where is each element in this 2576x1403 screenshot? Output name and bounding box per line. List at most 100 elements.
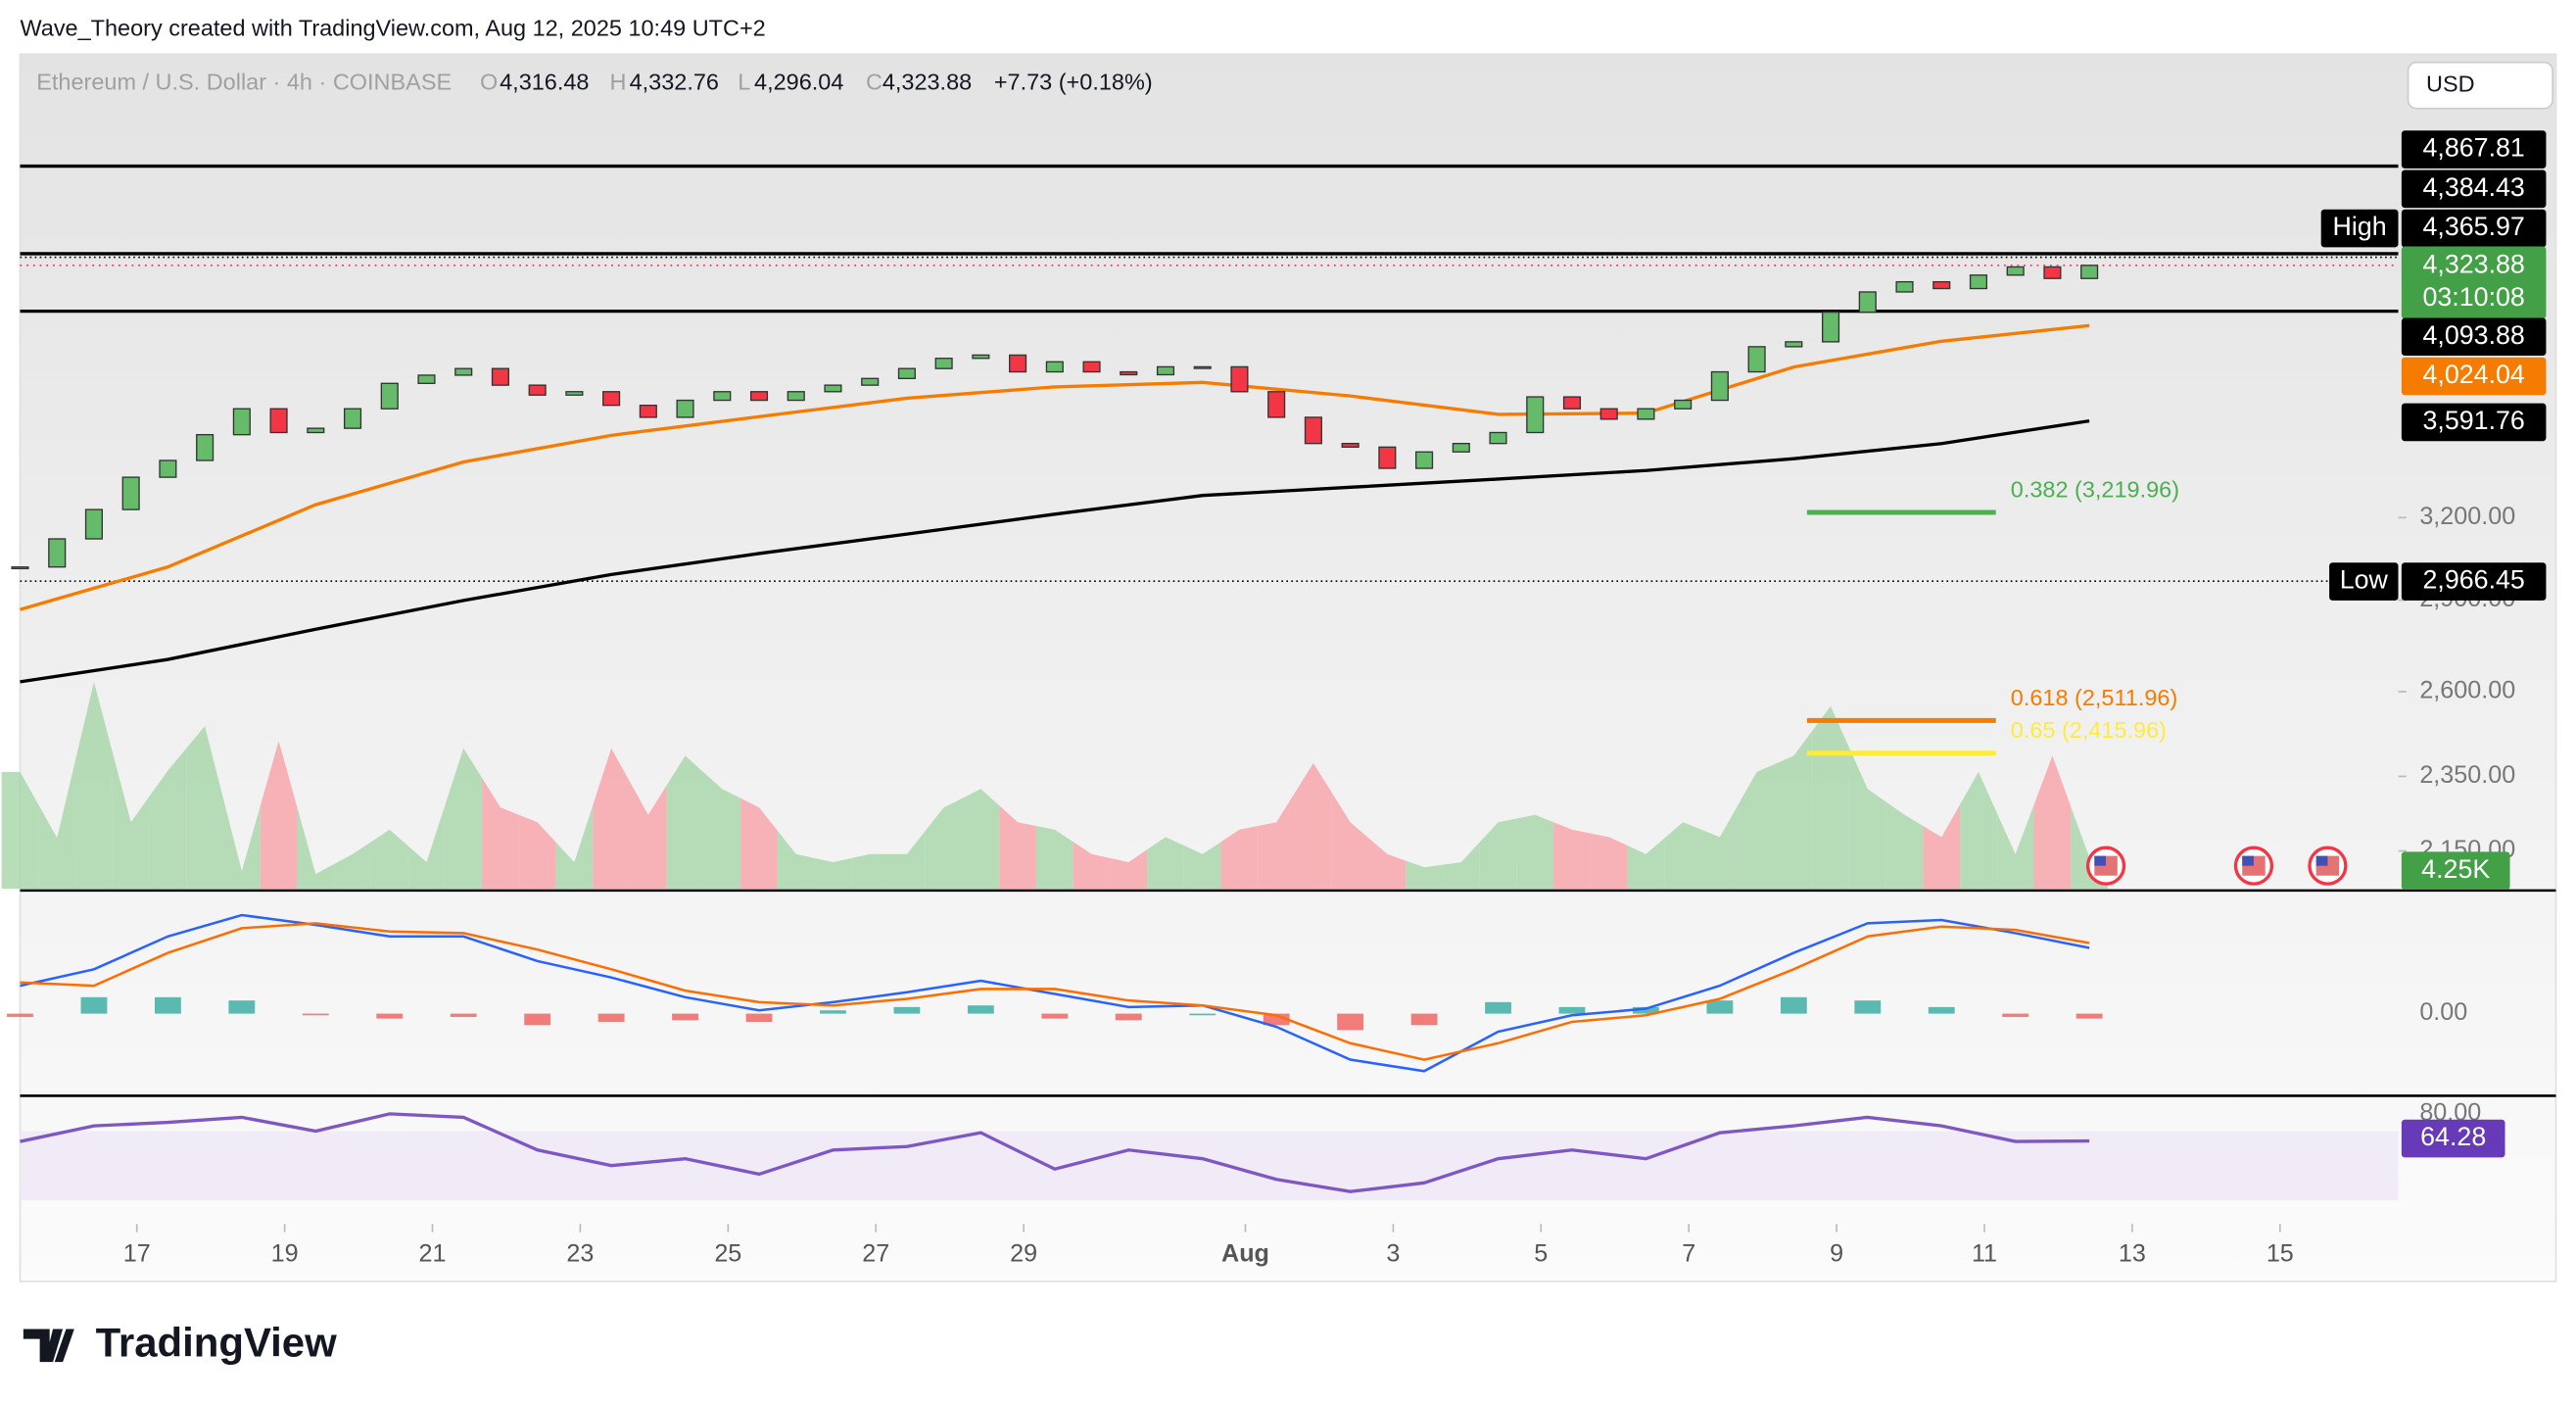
candle <box>1082 361 1101 373</box>
macd-histogram <box>2002 1013 2029 1017</box>
macd-histogram <box>376 1013 404 1019</box>
candle <box>639 405 657 418</box>
volume-area <box>703 772 741 890</box>
volume-area <box>1035 826 1073 890</box>
macd-histogram <box>745 1013 773 1022</box>
candle <box>1489 431 1507 445</box>
ohlc-key: H <box>609 70 626 95</box>
volume-area <box>1996 804 2034 890</box>
volume-area <box>1885 801 1924 890</box>
price-label: Low <box>2340 565 2389 595</box>
macd-histogram <box>228 1000 256 1014</box>
volume-area <box>593 748 630 890</box>
volume-area <box>1147 837 1184 890</box>
currency-button[interactable] <box>2407 61 2553 110</box>
currency[interactable]: USD <box>2426 71 2475 96</box>
candle <box>1932 280 1951 290</box>
macd-histogram <box>1558 1006 1586 1014</box>
candle <box>528 384 547 396</box>
volume-area <box>1516 814 1554 890</box>
fib-label: 0.382 (3,219.96) <box>2011 476 2179 502</box>
volume-area <box>222 798 261 890</box>
candle <box>48 538 67 568</box>
candle <box>1415 451 1434 469</box>
candle <box>232 408 251 436</box>
macd-tick-label: 0.00 <box>2419 998 2467 1026</box>
volume-area <box>888 830 926 890</box>
fib-label: 0.65 (2,415.96) <box>2011 717 2167 743</box>
volume-area <box>260 741 298 890</box>
volume-area <box>186 726 223 890</box>
macd-histogram <box>7 1013 33 1017</box>
x-tick-label: Aug <box>1221 1240 1269 1268</box>
macd-histogram <box>672 1013 698 1021</box>
volume-area <box>1701 804 1739 890</box>
brand: TradingView <box>96 1319 337 1365</box>
volume-area <box>1923 804 1961 890</box>
price-label: 4,867.81 <box>2422 133 2524 163</box>
x-tick-label: 23 <box>566 1240 594 1268</box>
macd-histogram <box>2075 1013 2103 1019</box>
candle <box>2043 266 2062 279</box>
macd-histogram <box>1928 1006 1955 1014</box>
moving-average <box>20 418 2090 684</box>
macd-histogram <box>893 1006 921 1014</box>
candle <box>1674 399 1693 410</box>
candle <box>11 566 29 570</box>
volume-area <box>1258 793 1296 890</box>
ohlc-key: C <box>866 70 883 95</box>
macd-histogram <box>1263 1013 1290 1026</box>
macd-histogram <box>597 1013 625 1022</box>
x-tick-label: 19 <box>271 1240 299 1268</box>
volume-area <box>2033 755 2072 890</box>
price-label: 4,384.43 <box>2422 172 2524 202</box>
candle <box>1710 370 1729 402</box>
x-tick-label: 3 <box>1386 1240 1400 1268</box>
candle <box>1637 408 1655 420</box>
volume-area <box>334 842 371 890</box>
candle <box>824 384 842 393</box>
price-label-box <box>2401 209 2547 248</box>
candle <box>307 427 325 434</box>
macd-histogram <box>1115 1013 1142 1021</box>
candle <box>1969 274 1988 290</box>
candle <box>380 382 399 410</box>
volume-area <box>666 755 704 890</box>
change: +7.73 (+0.18%) <box>994 70 1153 95</box>
macd-histogram <box>154 996 181 1014</box>
event-flag-canton <box>2315 855 2328 866</box>
volume-area <box>1590 833 1628 890</box>
volume-area <box>1553 822 1591 890</box>
price-label-box <box>2401 1119 2505 1158</box>
volume-area <box>555 804 594 890</box>
macd-histogram <box>524 1013 551 1026</box>
volume-area <box>445 748 483 890</box>
candle <box>1822 311 1840 343</box>
price-label-box <box>2329 562 2399 601</box>
y-tick-label: 2,350.00 <box>2419 761 2515 789</box>
candle <box>1562 396 1582 410</box>
price-label: 3,591.76 <box>2422 406 2524 435</box>
x-tick-label: 25 <box>714 1240 741 1268</box>
macd-histogram <box>1633 1006 1659 1014</box>
price-label: 64.28 <box>2420 1122 2486 1151</box>
candle <box>2006 266 2025 276</box>
fib-label: 0.618 (2,511.96) <box>2011 685 2178 710</box>
volume-area <box>740 798 778 890</box>
volume-area <box>1442 842 1480 890</box>
macd-line <box>20 922 2090 1061</box>
ohlc-value: 4,323.88 <box>883 70 972 95</box>
candle <box>1045 361 1064 373</box>
macd-histogram <box>450 1013 477 1017</box>
candle <box>2080 265 2099 279</box>
macd-histogram <box>1706 1000 1734 1014</box>
candle <box>1526 396 1545 434</box>
volume-area <box>1848 748 1886 890</box>
volume-area <box>999 805 1036 890</box>
volume-area <box>1220 826 1259 890</box>
volume-area <box>1110 849 1148 890</box>
candle <box>159 460 177 478</box>
candle <box>1858 291 1877 314</box>
volume-area <box>1295 762 1332 890</box>
